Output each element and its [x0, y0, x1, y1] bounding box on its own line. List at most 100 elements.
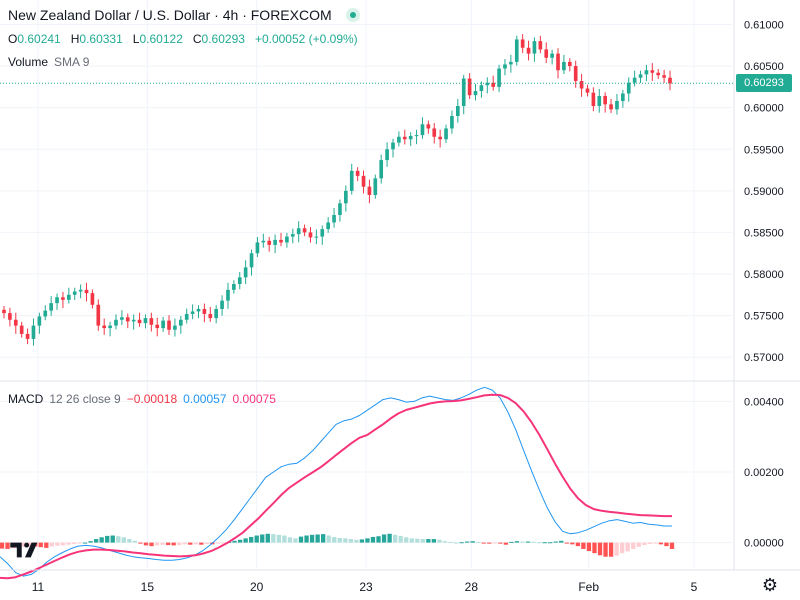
macd-histogram-bar [298, 536, 304, 543]
macd-histogram-bar [531, 541, 536, 543]
macd-histogram-bar [586, 542, 592, 552]
macd-histogram-bar [631, 542, 636, 549]
macd-histogram-bar [320, 534, 326, 543]
volume-legend[interactable]: Volume SMA 9 [8, 55, 89, 69]
macd-histogram-bar [143, 542, 149, 546]
candle-body [296, 228, 301, 235]
candle-body [143, 318, 148, 324]
macd-histogram-bar [376, 536, 381, 543]
candle-body [461, 78, 466, 106]
x-tick-label: Feb [578, 580, 599, 594]
candle-body [114, 319, 118, 326]
macd-histogram-bar [664, 542, 669, 547]
macd-histogram-bar [66, 542, 71, 545]
macd-histogram-bar [658, 542, 664, 545]
macd-histogram-bar [254, 535, 259, 543]
candle-body [285, 236, 289, 243]
price-tick-label: 0.57000 [744, 352, 784, 364]
macd-histogram-bar [481, 542, 486, 544]
candle-body [173, 325, 177, 330]
candle-body [290, 234, 295, 237]
candle-body [444, 128, 448, 140]
x-tick-label: 20 [250, 580, 264, 594]
macd-histogram-bar [27, 542, 32, 547]
macd-histogram-bar [93, 539, 99, 543]
macd-histogram-bar [315, 534, 320, 543]
macd-histogram-bar [127, 539, 132, 543]
macd-histogram-bar [337, 538, 342, 543]
candle-body [573, 66, 578, 82]
candle-body [668, 77, 672, 84]
macd-histogram-bar [88, 541, 93, 543]
macd-label[interactable]: MACD [8, 392, 44, 406]
candle-body [562, 61, 566, 71]
candle-body [314, 236, 319, 238]
tradingview-logo[interactable] [10, 541, 40, 559]
high-value: 0.60331 [79, 32, 123, 46]
macd-histogram-bar [193, 542, 198, 545]
macd-histogram-bar [653, 542, 658, 544]
candle-body [402, 136, 407, 140]
macd-histogram-bar [271, 534, 276, 543]
candle-body [308, 232, 313, 238]
candle-body [391, 142, 395, 150]
candle-body [638, 74, 643, 78]
candle-body [355, 170, 360, 176]
macd-histogram-bar [260, 534, 265, 543]
macd-histogram-bar [514, 541, 520, 543]
macd-histogram-bar [370, 536, 376, 543]
candle-body [178, 319, 183, 326]
candle-body [131, 319, 136, 322]
macd-legend[interactable]: MACD 12 26 close 9 −0.00018 0.00057 0.00… [8, 392, 276, 406]
macd-histogram-bar [647, 542, 653, 544]
candle-body [273, 239, 277, 245]
macd-histogram-bar [304, 535, 309, 543]
candle-body [609, 104, 613, 110]
low-label: L [132, 32, 140, 46]
candle-body [373, 178, 378, 195]
close-value: 0.60293 [201, 32, 245, 46]
candle-body [473, 91, 478, 96]
candle-body [455, 105, 460, 116]
candle-body [420, 124, 425, 136]
last-price-tag: 0.60293 [736, 74, 792, 93]
macd-histogram-bar [509, 541, 514, 543]
macd-histogram-bar [520, 541, 525, 543]
macd-histogram-bar [282, 535, 287, 543]
candle-body [149, 318, 154, 325]
candle-body [509, 61, 513, 65]
high-label: H [70, 32, 80, 46]
macd-layer [0, 386, 675, 580]
x-tick-label: 5 [691, 580, 698, 594]
settings-gear-icon[interactable]: ⚙ [761, 575, 778, 595]
volume-label[interactable]: Volume [8, 55, 49, 69]
candle-body [479, 85, 484, 92]
macd-histogram-bar [221, 542, 226, 544]
macd-histogram-bar [116, 536, 121, 543]
candle-body [361, 175, 366, 187]
symbol-legend[interactable]: New Zealand Dollar / U.S. Dollar · 4h · … [8, 7, 360, 23]
candle-body [72, 291, 77, 295]
candle-body [161, 320, 165, 329]
open-value: 0.60241 [17, 32, 61, 46]
candle-body [450, 115, 454, 129]
macd-histogram-bar [420, 539, 425, 543]
candle-body [408, 135, 413, 140]
macd-histogram-bar [71, 542, 77, 544]
macd-histogram-bar [498, 542, 503, 544]
candle-body [55, 297, 59, 304]
candle-body [467, 78, 472, 96]
symbol-title[interactable]: New Zealand Dollar / U.S. Dollar · 4h · … [8, 7, 332, 23]
candle-body [514, 39, 519, 62]
candle-body [491, 82, 496, 87]
macd-histogram-bar [636, 542, 641, 547]
macd-histogram-bar [503, 542, 509, 545]
candle-body [184, 313, 189, 320]
macd-histogram-bar [597, 542, 603, 556]
candle-body [19, 325, 24, 334]
market-status-icon[interactable] [345, 8, 360, 22]
macd-histogram-bar [348, 539, 354, 543]
